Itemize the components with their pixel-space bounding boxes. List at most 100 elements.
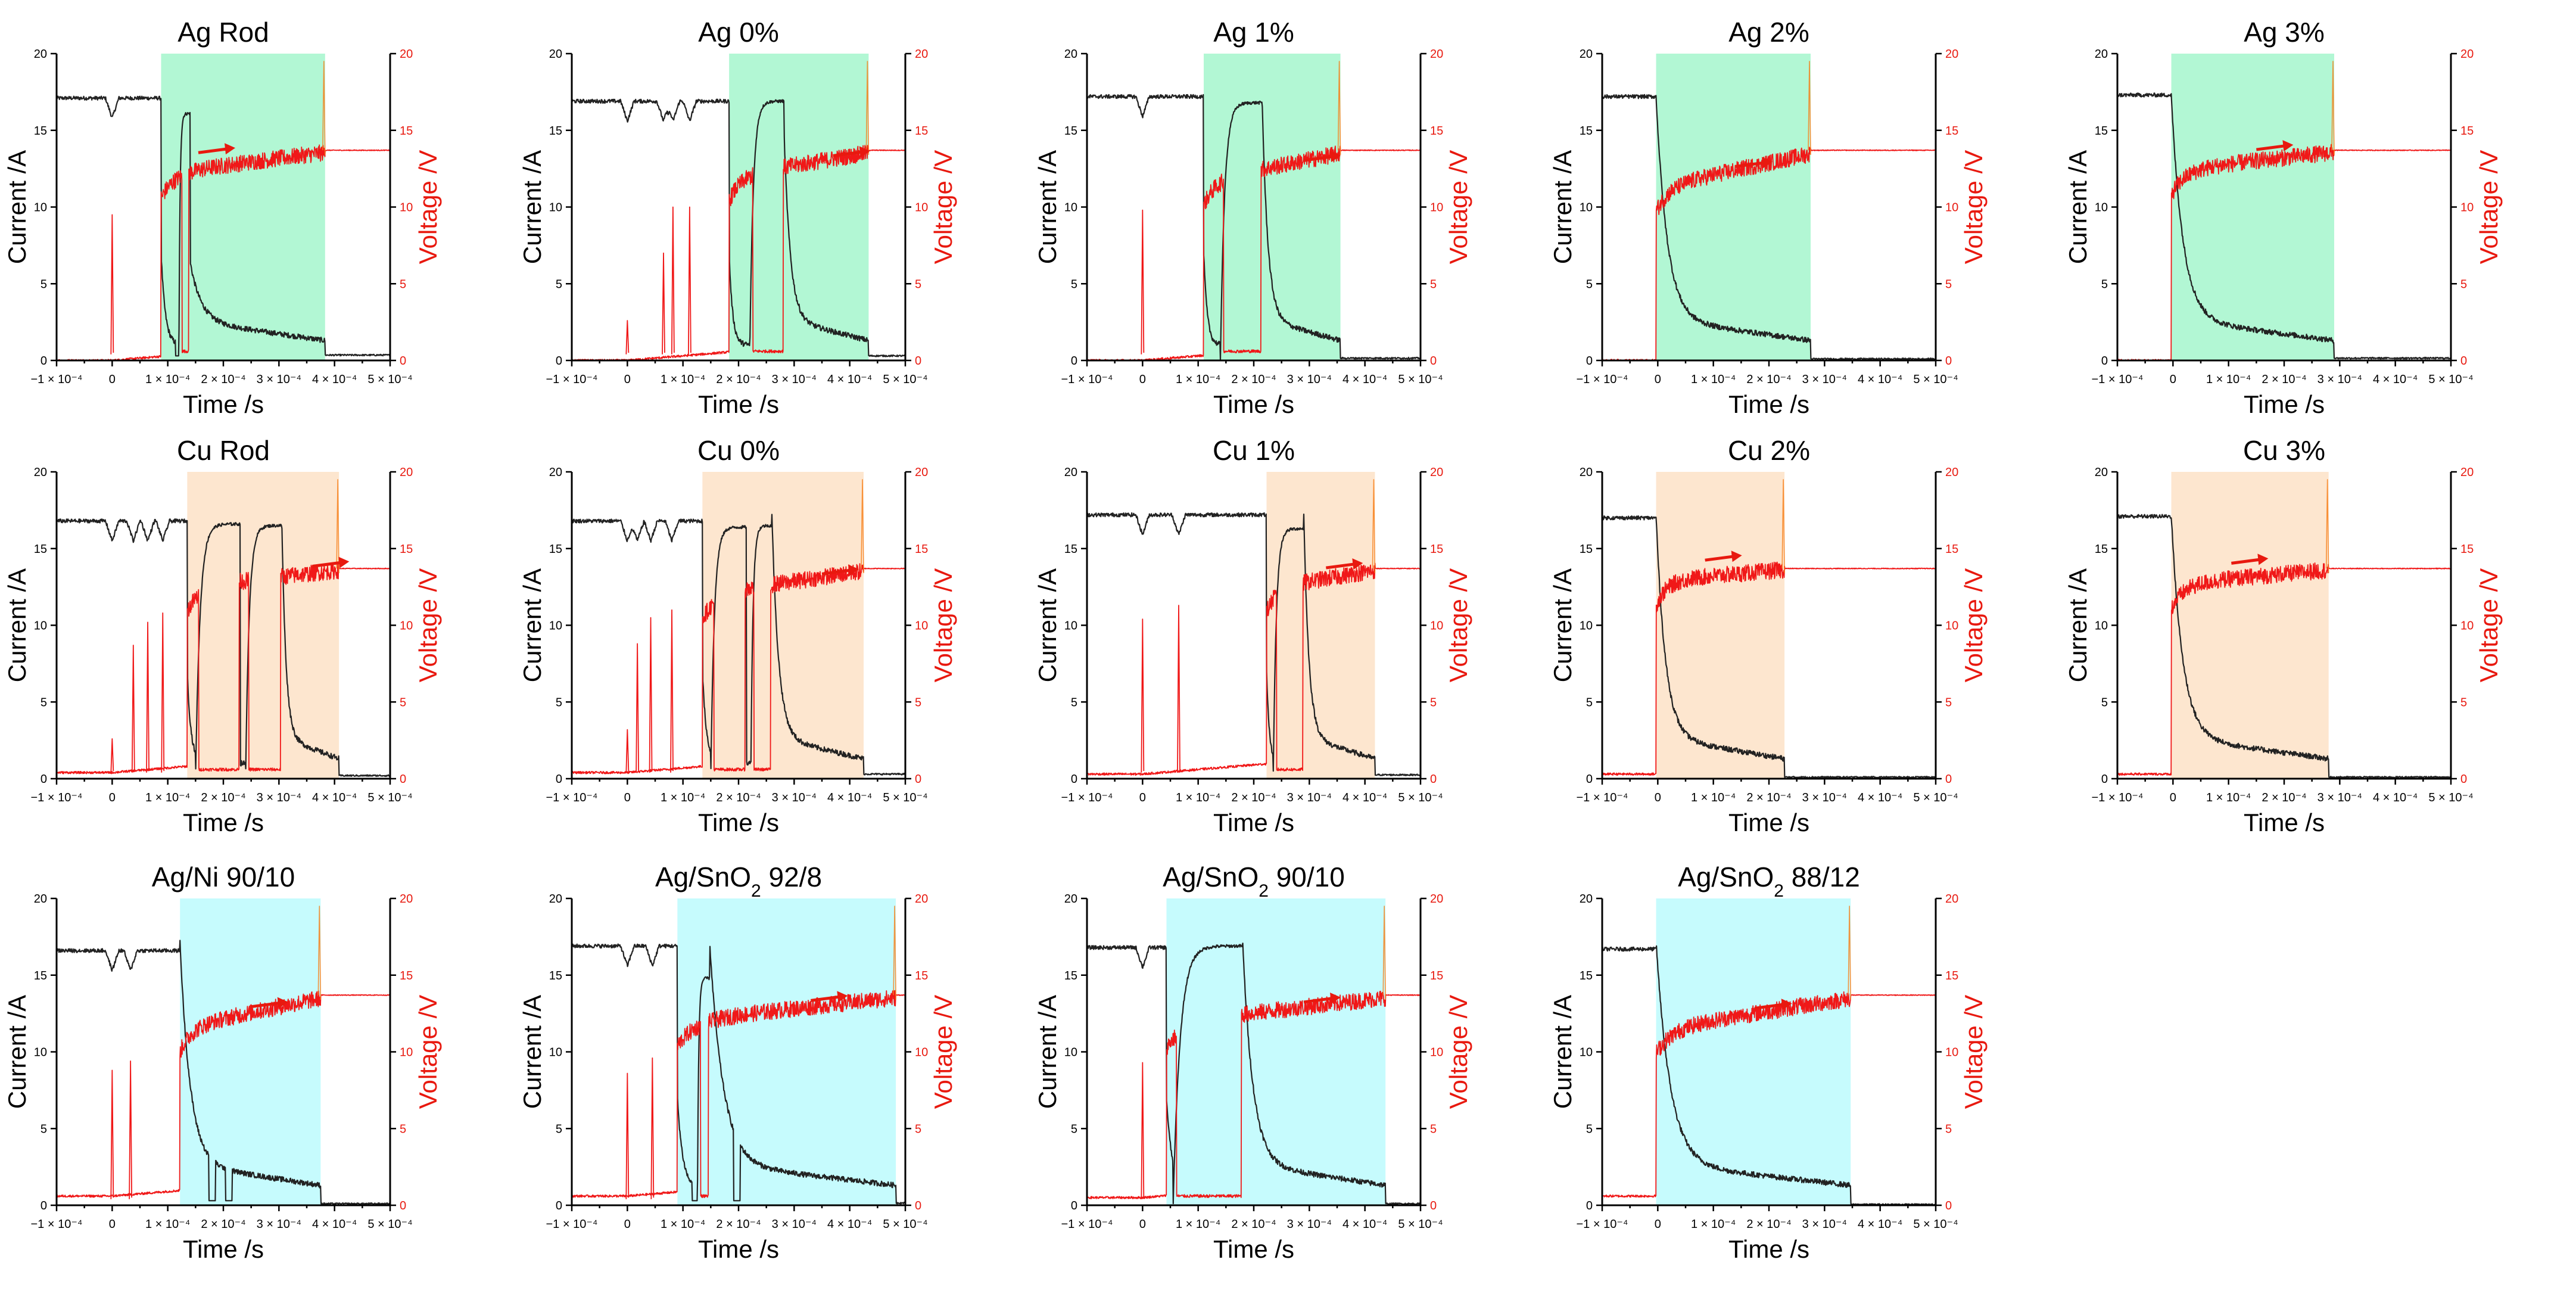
- y-right-tick-label-cu-1-3: 15: [1430, 543, 1443, 556]
- arc-region-cu-rod: [187, 472, 339, 779]
- x-tick-label-cu-rod-2: 1 × 10⁻⁴: [145, 791, 190, 804]
- y-right-tick-label-ag-1-2: 10: [1430, 201, 1443, 214]
- y-left-tick-label-cu-2-2: 10: [1580, 620, 1593, 633]
- x-tick-label-agsno2-90-10-0: −1 × 10⁻⁴: [1061, 1218, 1113, 1231]
- voltage-end-spike-ag-0: [865, 61, 870, 155]
- x-axis-title-cu-2: Time /s: [1728, 808, 1809, 836]
- y-left-tick-label-ag-1-4: 20: [1064, 48, 1077, 61]
- x-axis-title-ag-2: Time /s: [1728, 390, 1809, 418]
- panel-ag-rod: −1 × 10⁻⁴ 0 1 × 10⁻⁴ 2 × 10⁻⁴ 3 × 10⁻⁴ 4 × 10…: [3, 17, 442, 418]
- x-tick-label-ag-0-0: −1 × 10⁻⁴: [546, 373, 598, 386]
- y-right-tick-label-cu-0-3: 15: [915, 543, 928, 556]
- x-tick-label-cu-0-4: 3 × 10⁻⁴: [772, 791, 817, 804]
- trend-arrow-shaft-cu-0: [821, 568, 850, 576]
- voltage-spike-agni-90-10-1: [129, 1060, 133, 1199]
- y-right-tick-label-ag-rod-1: 5: [400, 278, 406, 291]
- y-right-tick-label-ag-2-4: 20: [1945, 48, 1958, 61]
- y-right-tick-label-agni-90-10-3: 15: [400, 969, 413, 982]
- y-right-tick-label-cu-3-0: 0: [2460, 773, 2467, 786]
- y-left-tick-label-cu-0-3: 15: [549, 543, 562, 556]
- y-right-axis-title-ag-3: Voltage /V: [2475, 150, 2503, 264]
- x-tick-label-cu-2-5: 4 × 10⁻⁴: [1858, 791, 1902, 804]
- arc-region-ag-2: [1656, 54, 1811, 360]
- panel-title-ag-1: Ag 1%: [1213, 17, 1294, 48]
- x-tick-label-cu-rod-4: 3 × 10⁻⁴: [257, 791, 301, 804]
- panel-cu-3: −1 × 10⁻⁴ 0 1 × 10⁻⁴ 2 × 10⁻⁴ 3 × 10⁻⁴ 4 × 10…: [2064, 435, 2503, 836]
- y-left-tick-label-agsno2-92-8-2: 10: [549, 1046, 562, 1059]
- panel-title-cu-1: Cu 1%: [1213, 435, 1295, 466]
- voltage-spike-agsno2-92-8-1: [650, 1057, 655, 1199]
- x-tick-label-agni-90-10-1: 0: [109, 1218, 116, 1231]
- y-right-tick-label-ag-2-3: 15: [1945, 125, 1958, 138]
- current-series-ag-3: [2116, 92, 2452, 360]
- y-right-tick-label-ag-1-3: 15: [1430, 125, 1443, 138]
- panel-title-cu-2: Cu 2%: [1728, 435, 1810, 466]
- y-right-tick-label-ag-2-2: 10: [1945, 201, 1958, 214]
- y-left-tick-label-cu-3-4: 20: [2095, 466, 2108, 479]
- voltage-series-cu-3: [2117, 562, 2452, 776]
- x-tick-label-agsno2-88-12-5: 4 × 10⁻⁴: [1858, 1218, 1902, 1231]
- arc-region-agsno2-92-8: [677, 898, 896, 1205]
- trend-arrow-head-agsno2-92-8: [837, 991, 848, 1003]
- current-series-cu-rod: [55, 518, 391, 777]
- x-tick-label-cu-rod-3: 2 × 10⁻⁴: [201, 791, 245, 804]
- x-tick-label-cu-2-2: 1 × 10⁻⁴: [1691, 791, 1736, 804]
- y-right-tick-label-ag-3-2: 10: [2460, 201, 2474, 214]
- trend-arrow-shaft-ag-rod: [198, 147, 226, 154]
- trend-arrow-shaft-ag-1: [1303, 155, 1332, 162]
- trend-arrow-shaft-ag-3: [2256, 144, 2284, 151]
- panel-title-cu-0: Cu 0%: [697, 435, 780, 466]
- y-right-axis-title-cu-rod: Voltage /V: [414, 568, 442, 682]
- x-tick-label-ag-2-5: 4 × 10⁻⁴: [1858, 373, 1902, 386]
- y-left-tick-label-agsno2-90-10-4: 20: [1064, 892, 1077, 906]
- x-tick-label-ag-2-4: 3 × 10⁻⁴: [1802, 373, 1847, 386]
- y-left-tick-label-ag-2-4: 20: [1580, 48, 1593, 61]
- y-left-tick-label-agsno2-90-10-1: 5: [1071, 1122, 1077, 1136]
- voltage-end-spike-cu-rod: [336, 479, 339, 573]
- y-left-tick-label-agsno2-88-12-2: 10: [1580, 1046, 1593, 1059]
- current-series-agni-90-10: [56, 940, 391, 1205]
- y-left-axis-title-agsno2-90-10: Current /A: [1033, 995, 1061, 1109]
- x-axis-title-agsno2-92-8: Time /s: [698, 1235, 779, 1263]
- y-right-tick-label-agsno2-88-12-2: 10: [1945, 1046, 1958, 1059]
- current-series-ag-1: [1086, 94, 1421, 361]
- x-tick-label-cu-2-3: 2 × 10⁻⁴: [1746, 791, 1791, 804]
- trend-arrow-shaft-agsno2-90-10: [1303, 997, 1332, 1004]
- y-left-tick-label-ag-2-2: 10: [1580, 201, 1593, 214]
- y-left-tick-label-cu-0-1: 5: [556, 696, 562, 709]
- voltage-end-spike-agsno2-92-8: [893, 906, 896, 1000]
- y-left-tick-label-ag-0-4: 20: [549, 48, 562, 61]
- y-left-axis-title-cu-1: Current /A: [1033, 568, 1061, 682]
- y-right-tick-label-agsno2-90-10-4: 20: [1430, 892, 1443, 906]
- current-series-ag-2: [1602, 94, 1936, 360]
- x-axis-title-ag-3: Time /s: [2244, 390, 2325, 418]
- y-right-tick-label-agsno2-90-10-3: 15: [1430, 969, 1443, 982]
- y-right-tick-label-cu-0-4: 20: [915, 466, 928, 479]
- panel-ag-1: −1 × 10⁻⁴ 0 1 × 10⁻⁴ 2 × 10⁻⁴ 3 × 10⁻⁴ 4 × 10…: [1033, 17, 1472, 418]
- x-tick-label-cu-1-4: 3 × 10⁻⁴: [1287, 791, 1332, 804]
- y-left-tick-label-cu-1-4: 20: [1064, 466, 1077, 479]
- current-series-ag-rod: [55, 95, 391, 357]
- panel-cu-0: −1 × 10⁻⁴ 0 1 × 10⁻⁴ 2 × 10⁻⁴ 3 × 10⁻⁴ 4 × 10…: [518, 435, 957, 836]
- x-tick-label-ag-2-2: 1 × 10⁻⁴: [1691, 373, 1736, 386]
- x-tick-label-cu-1-2: 1 × 10⁻⁴: [1176, 791, 1220, 804]
- x-tick-label-agsno2-90-10-6: 5 × 10⁻⁴: [1398, 1218, 1443, 1231]
- y-left-axis-title-cu-rod: Current /A: [3, 568, 31, 682]
- voltage-end-spike-cu-0: [861, 479, 864, 573]
- y-left-tick-label-ag-3-2: 10: [2095, 201, 2108, 214]
- x-tick-label-ag-3-6: 5 × 10⁻⁴: [2428, 373, 2473, 386]
- x-axis-title-cu-rod: Time /s: [183, 808, 264, 836]
- y-left-tick-label-cu-0-4: 20: [549, 466, 562, 479]
- y-left-tick-label-ag-3-3: 15: [2095, 125, 2108, 138]
- trend-arrow-head-cu-0: [848, 564, 859, 576]
- arc-region-ag-3: [2171, 54, 2334, 360]
- y-left-tick-label-cu-3-0: 0: [2101, 773, 2108, 786]
- panel-title-ag-rod: Ag Rod: [177, 17, 269, 48]
- y-left-tick-label-ag-3-1: 5: [2101, 278, 2108, 291]
- y-left-tick-label-cu-rod-4: 20: [34, 466, 47, 479]
- y-left-tick-label-cu-rod-0: 0: [41, 773, 47, 786]
- y-left-tick-label-cu-1-2: 10: [1064, 620, 1077, 633]
- panel-title-agni-90-10: Ag/Ni 90/10: [152, 862, 295, 892]
- panel-agsno2-88-12: −1 × 10⁻⁴ 0 1 × 10⁻⁴ 2 × 10⁻⁴ 3 × 10⁻⁴ 4 × 10…: [1549, 862, 1988, 1263]
- x-tick-label-ag-0-5: 4 × 10⁻⁴: [827, 373, 872, 386]
